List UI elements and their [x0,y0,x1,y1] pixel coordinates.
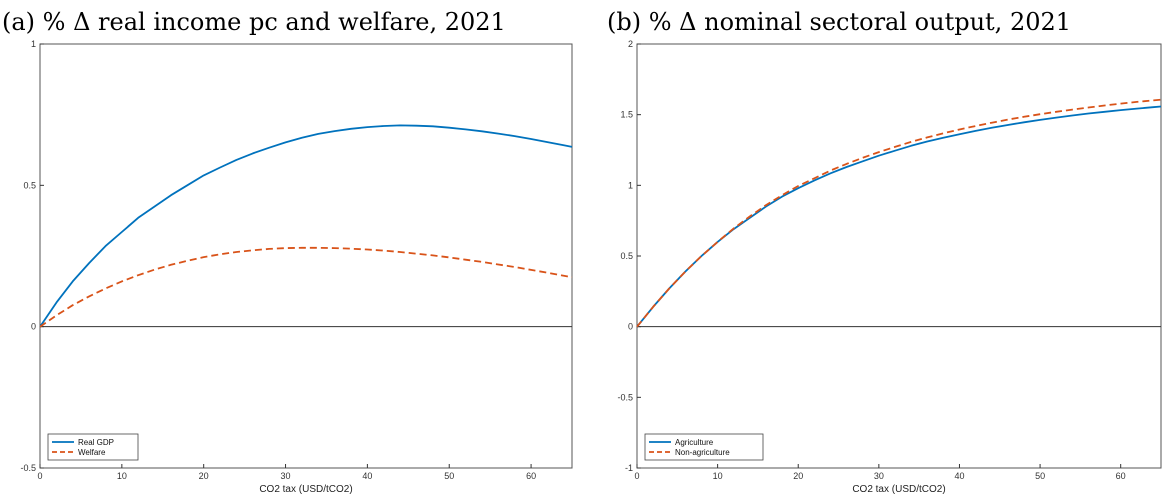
x-tick-label: 20 [199,471,209,481]
y-tick-label: -0.5 [617,392,633,402]
y-tick-label: 2 [628,39,633,49]
x-tick-label: 30 [874,471,884,481]
x-tick-label: 40 [362,471,372,481]
x-tick-label: 40 [954,471,964,481]
y-tick-label: 0 [31,322,36,332]
y-tick-label: 0 [628,322,633,332]
x-tick-label: 0 [37,471,42,481]
legend-label: Real GDP [78,438,114,447]
x-tick-label: 0 [634,471,639,481]
x-tick-label: 60 [1116,471,1126,481]
x-tick-label: 10 [713,471,723,481]
panel-b: (b) % Δ nominal sectoral output, 2021 0 1… [607,8,1162,495]
legend-box [47,433,139,461]
y-tick-label: -1 [625,463,633,473]
series-line-welfare [39,246,573,328]
legend-box [644,433,764,461]
series-line-real-gdp [39,124,573,328]
x-tick-label: 20 [793,471,803,481]
panel-b-title: (b) % Δ nominal sectoral output, 2021 [607,8,1071,36]
x-tick-label: 10 [117,471,127,481]
x-tick-label: 50 [444,471,454,481]
y-tick-label: 1.5 [620,110,633,120]
panel-a-plot-area [39,43,573,469]
x-tick-label: 50 [1035,471,1045,481]
series-line-non-agriculture [636,98,1162,328]
y-tick-label: 0.5 [620,251,633,261]
legend-label: Non-agriculture [675,448,730,457]
x-tick-label: 30 [281,471,291,481]
legend-label: Agriculture [675,438,714,447]
panel-a: (a) % Δ real income pc and welfare, 2021… [2,8,573,495]
y-tick-label: -0.5 [20,463,36,473]
x-tick-label: 60 [526,471,536,481]
y-tick-label: 1 [628,180,633,190]
x-axis-label: CO2 tax (USD/tCO2) [852,484,945,495]
panel-a-title: (a) % Δ real income pc and welfare, 2021 [2,8,506,36]
legend-label: Welfare [78,448,106,457]
y-tick-label: 1 [31,39,36,49]
x-axis-label: CO2 tax (USD/tCO2) [259,484,352,495]
y-tick-label: 0.5 [23,180,36,190]
